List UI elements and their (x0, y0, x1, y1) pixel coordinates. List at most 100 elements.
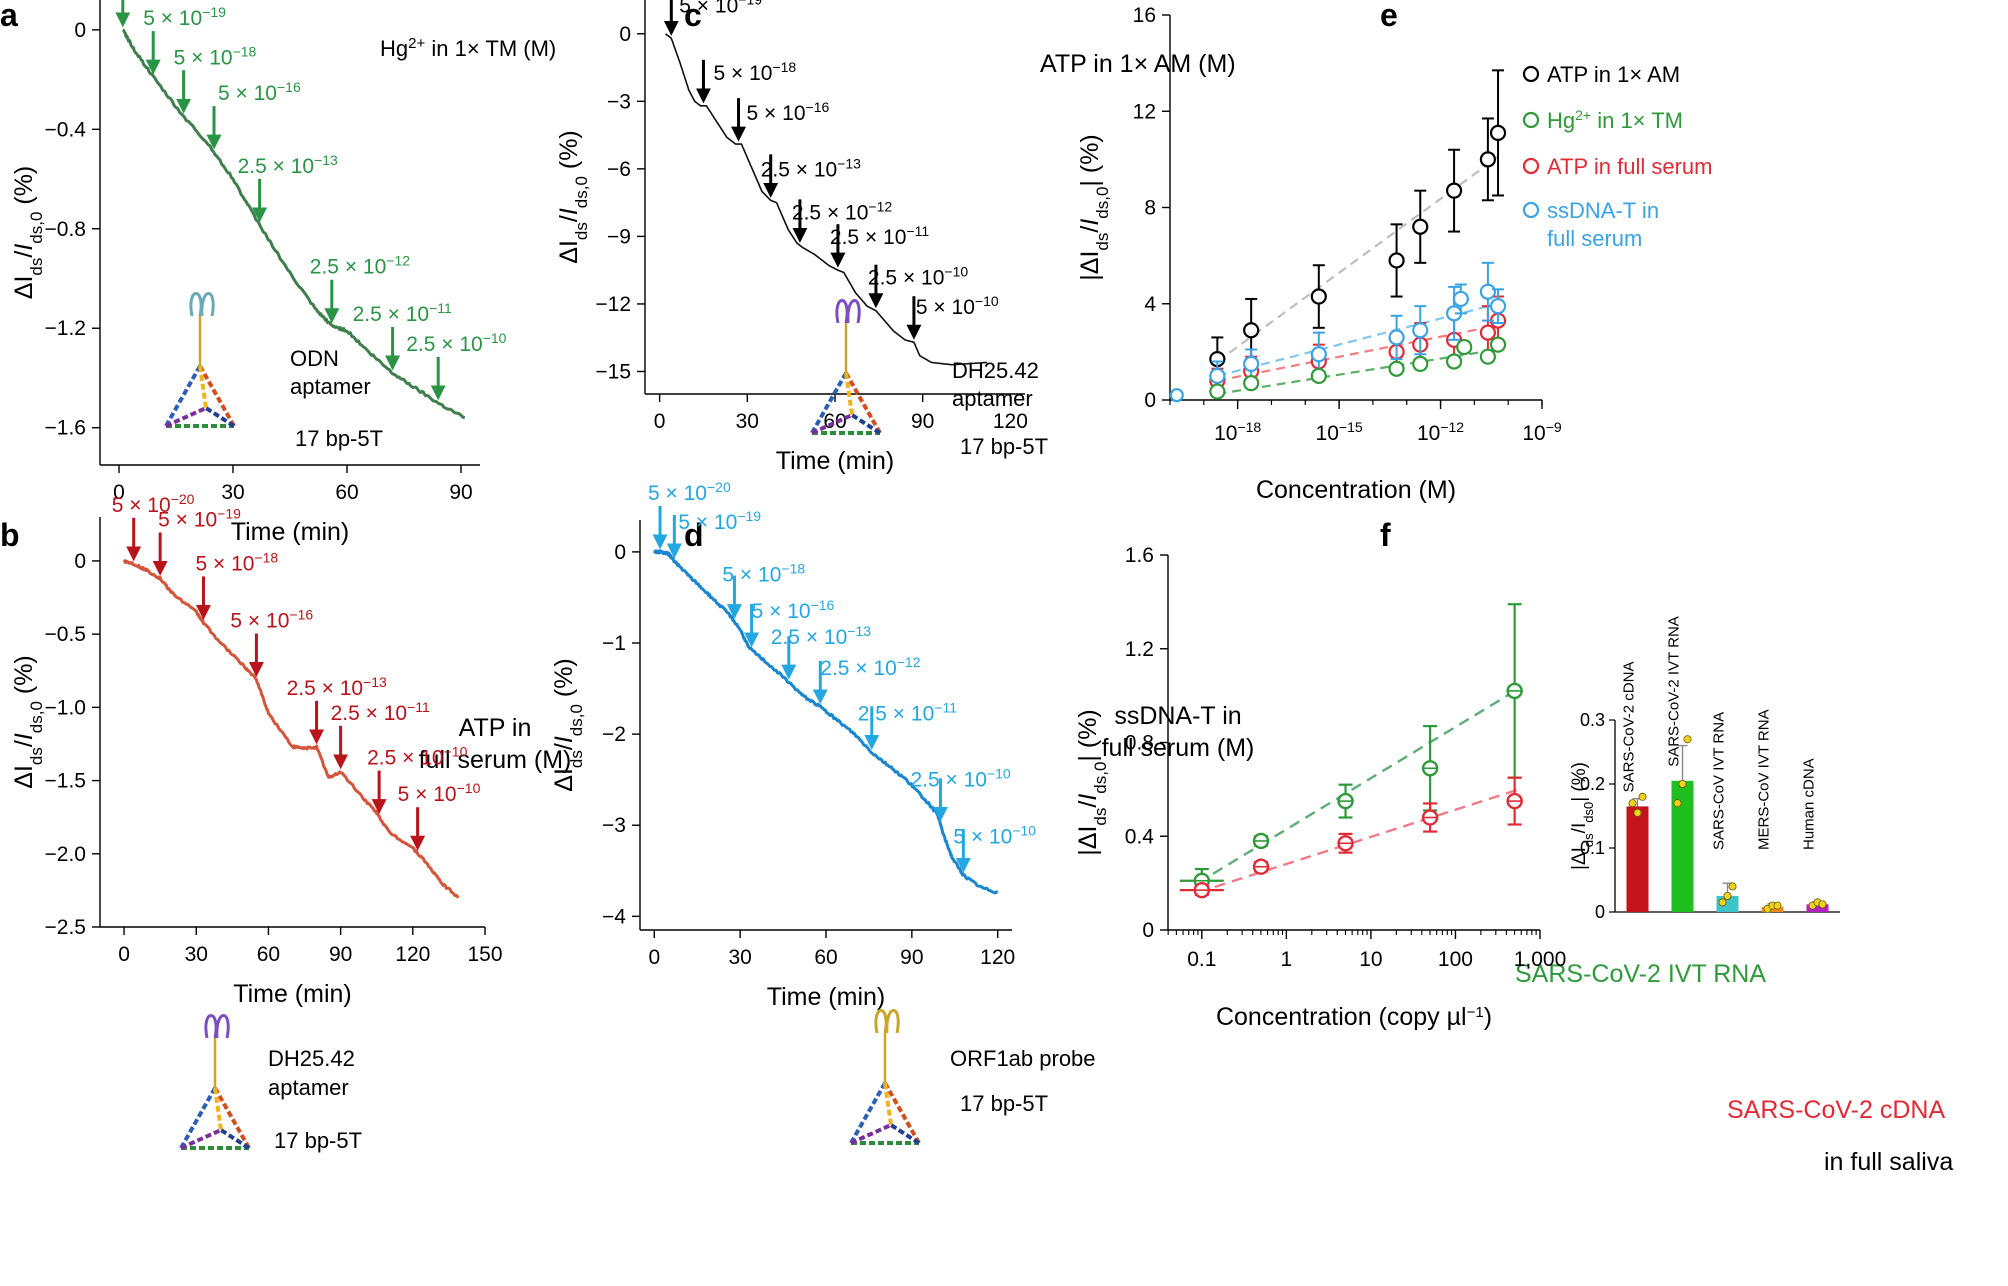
panel-c-conc-exp-4: −12 (868, 198, 892, 214)
inset-ytick-label-2: 0.2 (1580, 774, 1605, 794)
inset-point-2-1 (1723, 892, 1732, 901)
panel-c-ylabel-part-1: ds (572, 222, 591, 240)
panel-b-ytick-label-2: −1.0 (45, 696, 86, 719)
panel-f-ylabel-part-0: | (1074, 849, 1102, 856)
panel-d-conc-exp-6: −11 (934, 699, 957, 715)
panel-b-probe-icon-edge-0 (179, 1087, 217, 1149)
panel-b-conc-exp-7: −10 (457, 780, 481, 796)
panel-e-point-2-4 (1412, 322, 1429, 339)
panel-a-conc-label-5: 2.5 × 10−12 (310, 253, 410, 279)
panel-a-conc-exp-4: −13 (314, 152, 338, 168)
panel-b-conc-base-1: 5 × 10 (158, 509, 217, 532)
panel-c-probe-line1: DH25.42 (952, 358, 1039, 383)
panel-b-conc-exp-4: −13 (363, 674, 387, 690)
panel-b-conc-base-2: 5 × 10 (195, 552, 254, 575)
panel-d-conc-label-2: 5 × 10−18 (722, 561, 805, 587)
panel-e-xtick-exp-0: −18 (1237, 419, 1261, 435)
panel-a-conc-base-1: 5 × 10 (143, 7, 202, 30)
inset-bar-0 (1626, 806, 1649, 912)
panel-a-title: Hg2+ in 1× TM (M) (380, 35, 556, 62)
panel-b-ylabel-part-2: / (10, 740, 38, 747)
panel-b-ylabel: ΔIds/Ids,0 (%) (10, 655, 46, 789)
panel-d-conc-exp-7: −10 (987, 765, 1011, 781)
inset-ylabel-part-0: |ΔI (1569, 847, 1590, 870)
inset-point-0-2 (1638, 792, 1647, 801)
panel-b-ylabel-part-4: ds,0 (27, 701, 46, 733)
panel-b-conc-exp-0: −20 (171, 491, 195, 507)
panel-c-conc-label-2: 5 × 10−16 (747, 99, 830, 125)
panel-d-ylabel-part-5: (%) (550, 658, 578, 704)
panel-e-ylabel-part-6: | (1076, 180, 1104, 187)
panel-e-point-2-3 (1388, 329, 1405, 346)
panel-b-ytick-label-1: −0.5 (45, 623, 86, 646)
panel-e-xtick-base-1: 10 (1316, 422, 1339, 445)
legend-marker-atp-am (1522, 65, 1540, 83)
inset-category-label-0: SARS-CoV-2 cDNA (1621, 662, 1638, 793)
panel-b-ytick-label-0: 0 (74, 550, 86, 573)
panel-d-conc-label-7: 2.5 × 10−10 (910, 765, 1010, 791)
panel-f-ytick-label-3: 1.2 (1125, 638, 1154, 661)
panel-d-xtick-label-1: 30 (728, 946, 751, 969)
panel-b-xtick-label-3: 90 (329, 943, 352, 966)
panel-a-probe-line1: ODN (290, 346, 339, 371)
panel-a-ytick-label-4: −1.6 (45, 417, 86, 440)
panel-e-xtick-exp-2: −12 (1440, 419, 1464, 435)
panel-c-conc-label-6: 2.5 × 10−10 (868, 264, 968, 290)
panel-c-probe-icon-loop (835, 299, 861, 324)
inset-category-label-2: SARS-CoV IVT RNA (1711, 712, 1728, 850)
panel-b-conc-base-3: 5 × 10 (230, 610, 289, 633)
panel-a-conc-base-4: 2.5 × 10 (238, 155, 314, 178)
inset-category-label-3: MERS-CoV IVT RNA (1756, 709, 1773, 850)
panel-e-point-0-7 (1489, 124, 1507, 142)
panel-d-conc-exp-5: −12 (897, 654, 921, 670)
panel-f-ylabel-part-1: ΔI (1074, 826, 1102, 850)
panel-c-ylabel-part-2: / (555, 215, 583, 222)
panel-b-xlabel: Time (min) (233, 980, 352, 1008)
panel-f-fit-1 (1197, 788, 1520, 894)
panel-c-ylabel-part-5: (%) (555, 130, 583, 176)
legend-label-hg: Hg2+ in 1× TM (1547, 107, 1683, 133)
inset-point-4-2 (1818, 900, 1827, 909)
legend-marker-hg (1522, 111, 1540, 129)
panel-d-conc-base-5: 2.5 × 10 (820, 657, 896, 680)
panel-f-ylabel-part-2: ds (1091, 808, 1110, 826)
panel-a-ylabel-part-1: ds (27, 258, 46, 276)
inset-ylabel-part-4: | (%) (1569, 762, 1590, 802)
panel-c-conc-label-5: 2.5 × 10−11 (830, 223, 929, 249)
panel-d-xlabel: Time (min) (767, 983, 886, 1011)
panel-a-ylabel: ΔIds/Ids,0 (%) (10, 166, 46, 300)
panel-e-xtick-exp-3: −9 (1546, 419, 1562, 435)
panel-c-conc-base-2: 5 × 10 (747, 102, 806, 125)
panel-e-point-1-6 (1479, 324, 1496, 341)
panel-b-conc-base-7: 5 × 10 (398, 783, 457, 806)
inset-bar-4 (1806, 904, 1829, 912)
panel-c-xlabel: Time (min) (776, 447, 895, 475)
panel-e-point-2-1 (1243, 355, 1260, 373)
panel-a-ylabel-part-3: I (10, 244, 38, 251)
panel-b-conc-label-2: 5 × 10−18 (195, 549, 278, 575)
panel-c-conc-base-1: 5 × 10 (713, 62, 772, 85)
panel-e-point-3-4 (1412, 355, 1429, 373)
panel-a-conc-label-2: 5 × 10−18 (174, 43, 257, 69)
panel-c-ytick-label-4: −12 (595, 293, 631, 316)
panel-f-ytick-label-4: 1.6 (1125, 544, 1154, 567)
panel-d-ylabel-part-0: ΔI (550, 768, 578, 792)
panel-f-ytick-label-1: 0.4 (1125, 825, 1155, 848)
panel-label-d: d (684, 517, 704, 553)
panel-d-probe-line2: 17 bp-5T (960, 1091, 1048, 1116)
panel-d-conc-exp-1: −19 (737, 508, 761, 524)
panel-a-ylabel-part-4: ds,0 (27, 212, 46, 244)
panel-a-xtick-label-1: 30 (221, 481, 244, 504)
panel-c-conc-exp-5: −11 (906, 223, 929, 239)
panel-e-xtick-label-1: 10−15 (1316, 419, 1363, 445)
panel-f-xtick-label-4: 1,000 (1514, 948, 1567, 971)
panel-a-conc-base-5: 2.5 × 10 (310, 256, 386, 279)
panel-b-ylabel-part-1: ds (27, 747, 46, 765)
panel-e-ylabel-part-4: I (1076, 219, 1104, 226)
panel-c-conc-exp-3: −13 (837, 155, 861, 171)
panel-d-xtick-label-0: 0 (648, 946, 660, 969)
panel-a-probe-icon-edge-0 (164, 365, 202, 427)
panel-e-ylabel-part-3: / (1076, 226, 1104, 233)
panel-c-conc-label-0: 5 × 10−19 (679, 0, 762, 17)
panel-e-xtick-label-3: 10−9 (1522, 419, 1562, 445)
